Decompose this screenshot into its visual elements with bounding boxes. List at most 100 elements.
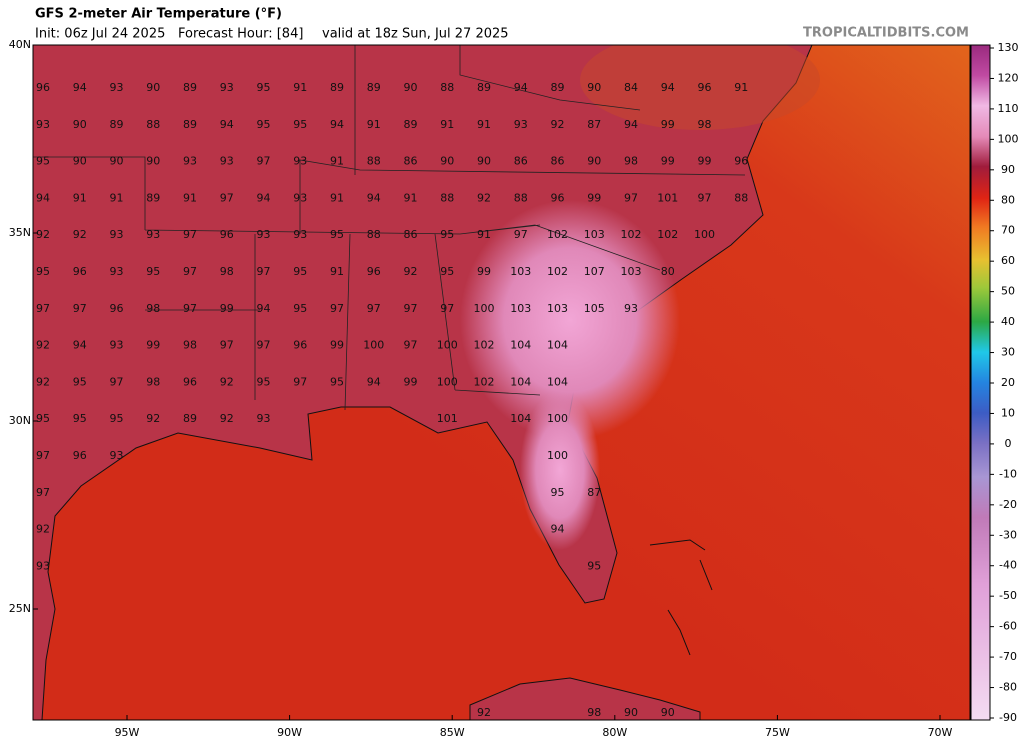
temperature-label: 92 (73, 228, 87, 241)
temperature-label: 95 (551, 486, 565, 499)
temperature-label: 99 (587, 191, 601, 204)
temperature-label: 97 (220, 339, 234, 352)
colorbar-label: 50 (1001, 285, 1015, 298)
temperature-label: 98 (220, 265, 234, 278)
temperature-label: 94 (257, 302, 271, 315)
temperature-label: 104 (547, 375, 568, 388)
temperature-label: 99 (146, 339, 160, 352)
temperature-label: 91 (183, 191, 197, 204)
temperature-label: 90 (73, 118, 87, 131)
temperature-label: 100 (694, 228, 715, 241)
temperature-label: 95 (257, 375, 271, 388)
temperature-label: 97 (183, 302, 197, 315)
temperature-label: 99 (661, 118, 675, 131)
colorbar-label: -20 (999, 498, 1017, 511)
temperature-label: 96 (36, 81, 50, 94)
temperature-label: 97 (183, 228, 197, 241)
temperature-label: 100 (437, 339, 458, 352)
temperature-label: 99 (698, 155, 712, 168)
temperature-label: 103 (584, 228, 605, 241)
colorbar-label: 130 (998, 41, 1019, 54)
temperature-label: 103 (547, 302, 568, 315)
temperature-label: 87 (587, 118, 601, 131)
colorbar-label: -60 (999, 620, 1017, 633)
temperature-label: 95 (293, 265, 307, 278)
temperature-label: 95 (440, 265, 454, 278)
cuba (469, 677, 701, 720)
temperature-label: 97 (514, 228, 528, 241)
map: 96 94 93 90 89 93 95 91 89 89 90 88 89 94 89 90 84 94 96 91… (33, 45, 970, 720)
lon-label: 85W (440, 726, 465, 739)
lon-label: 70W (928, 726, 953, 739)
temperature-label: 100 (363, 339, 384, 352)
temperature-label: 96 (183, 375, 197, 388)
temperature-label: 90 (477, 155, 491, 168)
temperature-label: 97 (36, 449, 50, 462)
lon-label: 90W (277, 726, 302, 739)
lon-label: 75W (765, 726, 790, 739)
temperature-label: 98 (624, 155, 638, 168)
temperature-label: 93 (110, 265, 124, 278)
temperature-label: 104 (547, 339, 568, 352)
temperature-label: 95 (36, 412, 50, 425)
temperature-label: 100 (437, 375, 458, 388)
temperature-label: 91 (477, 228, 491, 241)
temperature-label: 101 (657, 191, 678, 204)
temperature-label: 90 (661, 706, 675, 719)
temperature-label: 93 (220, 155, 234, 168)
temperature-label: 94 (330, 118, 344, 131)
colorbar-label: 70 (1001, 224, 1015, 237)
temperature-label: 101 (437, 412, 458, 425)
temperature-label: 93 (293, 155, 307, 168)
colorbar-label: -70 (999, 650, 1017, 663)
colorbar-label: 100 (998, 132, 1019, 145)
temperature-label: 102 (547, 265, 568, 278)
temperature-label: 92 (220, 412, 234, 425)
temperature-label: 99 (404, 375, 418, 388)
temperature-label: 92 (36, 375, 50, 388)
temperature-label: 95 (257, 118, 271, 131)
temperature-label: 95 (293, 302, 307, 315)
temperature-label: 84 (624, 81, 638, 94)
temperature-label: 97 (257, 339, 271, 352)
temperature-label: 94 (551, 523, 565, 536)
temperature-label: 93 (36, 118, 50, 131)
temperature-label: 93 (514, 118, 528, 131)
colorbar-label: 0 (1005, 437, 1012, 450)
temperature-label: 86 (514, 155, 528, 168)
temperature-label: 90 (587, 155, 601, 168)
temperature-label: 93 (257, 228, 271, 241)
temperature-label: 100 (474, 302, 495, 315)
temperature-label: 98 (587, 706, 601, 719)
temperature-label: 91 (404, 191, 418, 204)
temperature-label: 98 (698, 118, 712, 131)
colorbar-label: 110 (998, 102, 1019, 115)
temperature-label: 91 (440, 118, 454, 131)
temperature-label: 97 (404, 302, 418, 315)
temperature-label: 99 (477, 265, 491, 278)
temperature-label: 102 (474, 375, 495, 388)
temperature-label: 92 (551, 118, 565, 131)
temperature-label: 104 (510, 375, 531, 388)
temperature-label: 92 (477, 191, 491, 204)
temperature-label: 93 (36, 559, 50, 572)
temperature-label: 93 (110, 339, 124, 352)
temperature-label: 97 (36, 302, 50, 315)
colorbar-label: 40 (1001, 315, 1015, 328)
temperature-label: 88 (514, 191, 528, 204)
lat-label: 30N (9, 414, 31, 427)
lat-label: 35N (9, 226, 31, 239)
temperature-label: 93 (220, 81, 234, 94)
temperature-label: 104 (510, 412, 531, 425)
temperature-label: 90 (440, 155, 454, 168)
temperature-label: 99 (661, 155, 675, 168)
temperature-label: 95 (36, 155, 50, 168)
temperature-label: 99 (330, 339, 344, 352)
title: GFS 2-meter Air Temperature (°F) (35, 7, 282, 22)
temperature-label: 96 (293, 339, 307, 352)
init-time: Init: 06z Jul 24 2025 (35, 27, 165, 42)
heat-core (460, 200, 680, 440)
temperature-label: 95 (73, 412, 87, 425)
temperature-label: 90 (73, 155, 87, 168)
